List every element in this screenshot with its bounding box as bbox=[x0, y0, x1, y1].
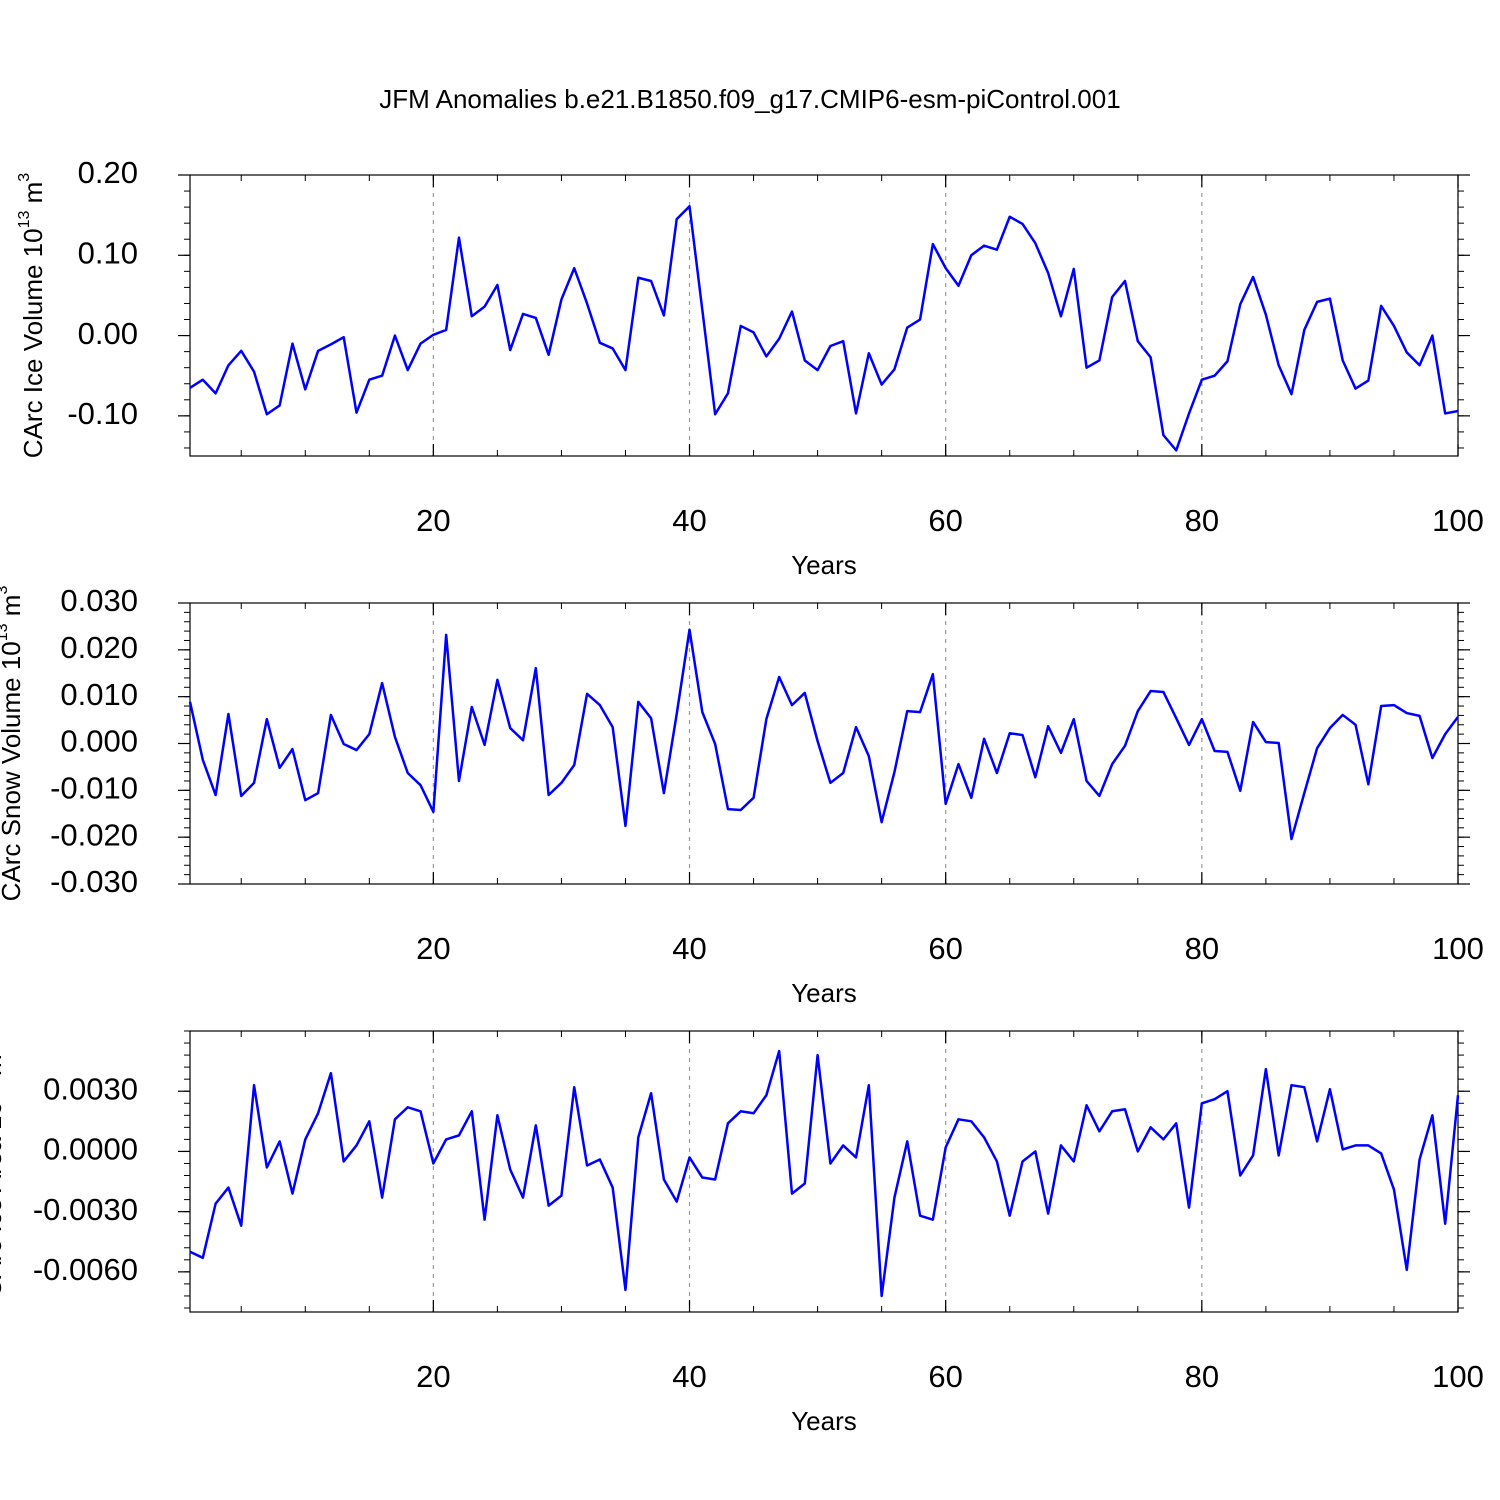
y-label-unit: m bbox=[0, 595, 26, 624]
y-label-text: CArc Ice Volume 10 bbox=[18, 228, 48, 458]
y-tick-label: 0.030 bbox=[60, 583, 138, 618]
plot-frame bbox=[189, 602, 1459, 885]
x-axis-label: Years bbox=[791, 1406, 857, 1436]
x-tick-label: 60 bbox=[928, 931, 962, 966]
y-tick-label: 0.00 bbox=[78, 316, 138, 351]
x-tick-label: 100 bbox=[1432, 503, 1484, 538]
x-tick-label: 80 bbox=[1185, 503, 1219, 538]
x-axis-label: Years bbox=[791, 550, 857, 580]
x-tick-label: 80 bbox=[1185, 931, 1219, 966]
y-axis-label: CArc Ice Area 1013 m2 bbox=[0, 1045, 7, 1297]
plot-frame bbox=[189, 1030, 1459, 1313]
x-tick-label: 20 bbox=[416, 503, 450, 538]
plot-frame bbox=[189, 174, 1459, 457]
data-line bbox=[189, 205, 1459, 452]
y-label-sup: 3 bbox=[16, 173, 33, 182]
y-tick-label: 0.020 bbox=[60, 630, 138, 665]
y-label-sup: 13 bbox=[16, 211, 33, 229]
y-tick-label: 0.10 bbox=[78, 235, 138, 270]
x-tick-label: 60 bbox=[928, 503, 962, 538]
chart-title: JFM Anomalies b.e21.B1850.f09_g17.CMIP6-… bbox=[379, 84, 1120, 114]
x-tick-label: 40 bbox=[672, 931, 706, 966]
y-label-text: CArc Snow Volume 10 bbox=[0, 641, 26, 901]
y-label-unit: m bbox=[0, 1054, 7, 1083]
data-line bbox=[188, 628, 1460, 841]
y-tick-label: -0.0060 bbox=[33, 1252, 138, 1287]
x-tick-label: 20 bbox=[416, 1359, 450, 1394]
y-tick-label: 0.010 bbox=[60, 677, 138, 712]
x-tick-label: 100 bbox=[1432, 931, 1484, 966]
y-label-unit: m bbox=[18, 182, 48, 211]
x-tick-label: 100 bbox=[1432, 1359, 1484, 1394]
y-axis-label: CArc Snow Volume 1013 m3 bbox=[0, 586, 26, 902]
y-label-sup: 13 bbox=[0, 623, 11, 641]
x-axis-label: Years bbox=[791, 978, 857, 1008]
y-tick-label: -0.010 bbox=[50, 771, 138, 806]
y-tick-label: -0.0030 bbox=[33, 1192, 138, 1227]
x-tick-label: 60 bbox=[928, 1359, 962, 1394]
y-label-sup: 3 bbox=[0, 586, 11, 595]
y-tick-label: 0.000 bbox=[60, 724, 138, 759]
x-tick-label: 40 bbox=[672, 503, 706, 538]
x-tick-label: 80 bbox=[1185, 1359, 1219, 1394]
y-tick-label: -0.10 bbox=[67, 396, 138, 431]
y-tick-label: 0.0030 bbox=[43, 1071, 138, 1106]
y-label-text: CArc Ice Area 10 bbox=[0, 1101, 7, 1298]
data-line bbox=[189, 1049, 1460, 1298]
y-tick-label: 0.0000 bbox=[43, 1132, 138, 1167]
x-tick-label: 20 bbox=[416, 931, 450, 966]
y-tick-label: -0.030 bbox=[50, 864, 138, 899]
y-tick-label: 0.20 bbox=[78, 155, 138, 190]
y-axis-label: CArc Ice Volume 1013 m3 bbox=[16, 173, 48, 458]
x-tick-label: 40 bbox=[672, 1359, 706, 1394]
y-tick-label: -0.020 bbox=[50, 817, 138, 852]
